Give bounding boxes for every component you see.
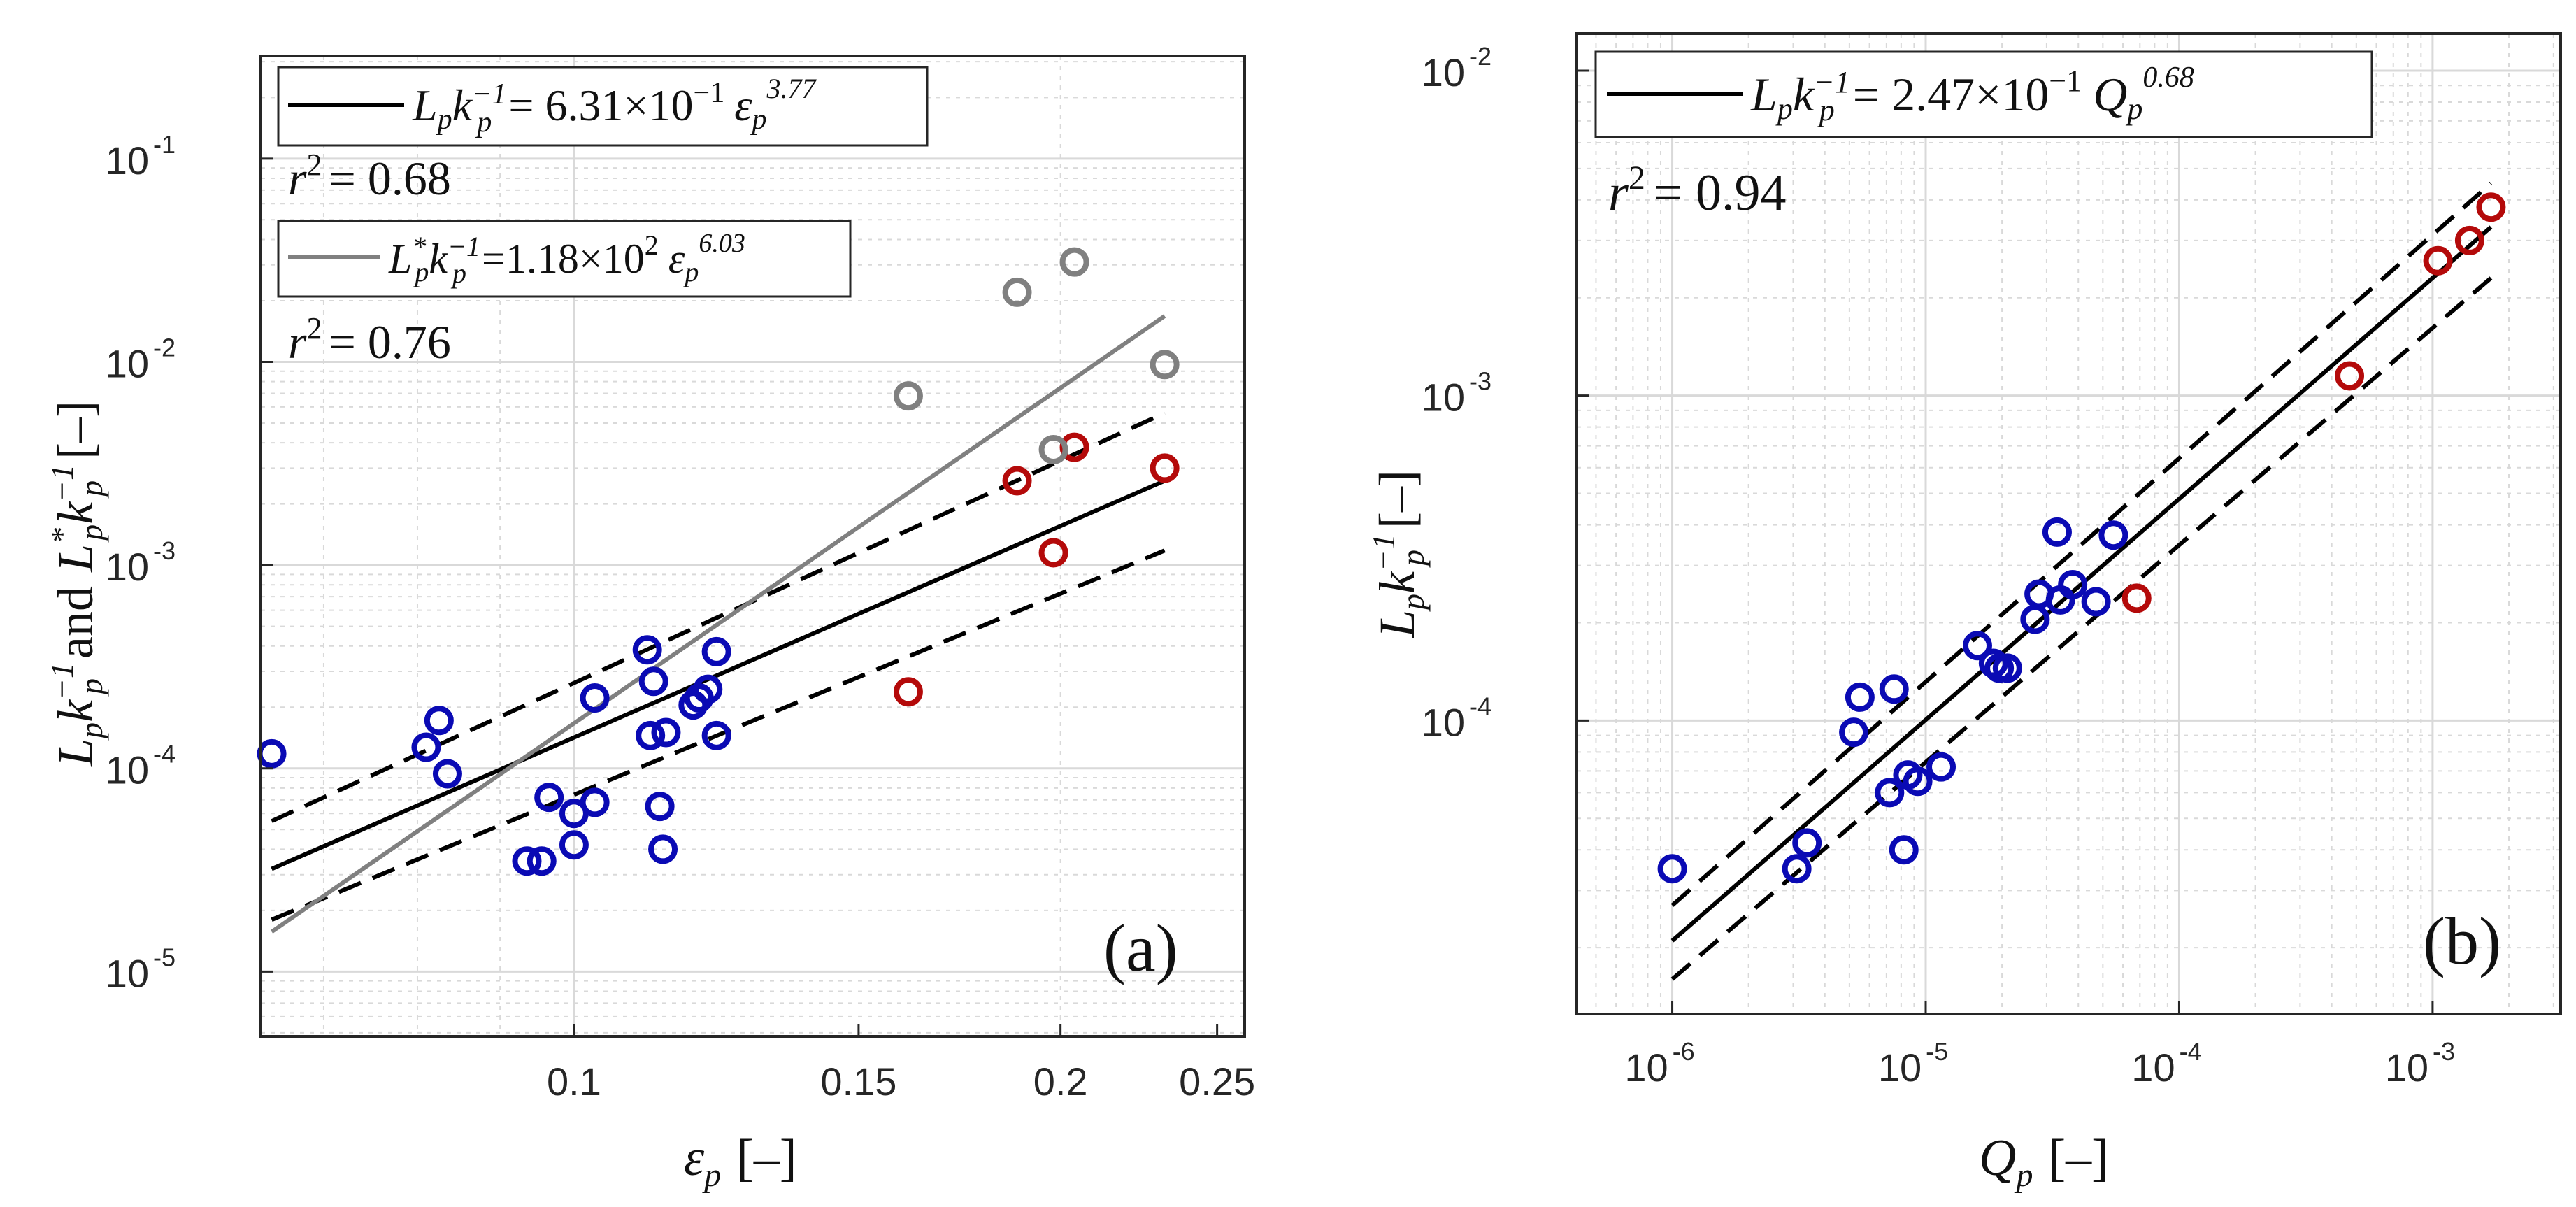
panel-b-point-red [2423, 245, 2453, 276]
panel-a-fit-lines [270, 314, 1166, 934]
panel-a: 0.1 0.15 0.2 0.25 10-5 10-4 10-3 10-2 10-1 Lpk−1… [44, 55, 1255, 1194]
legend-a-r2-fit: r2 = 0.68 [288, 148, 451, 205]
legend-b-r2-fit: r2 = 0.94 [1608, 159, 1787, 222]
panel-a-point-red [1038, 538, 1068, 568]
panel-b-point-blue [1845, 682, 1875, 712]
panel-b-point-blue [2058, 569, 2088, 599]
panel-b-ylabel: Lpk−1p[–] [1366, 470, 1431, 638]
panel-b-point-blue [2081, 587, 2111, 617]
panel-a-point-blue [527, 846, 557, 876]
panel-a-xlabel: εp [–] [684, 1129, 796, 1194]
panel-a-point-gray [1038, 434, 1068, 464]
panel-a-axes-box [259, 55, 1246, 1038]
panel-b-points [1657, 192, 2506, 884]
panel-b-ticks: 10 -6 10 -5 10 -4 10 -3 10 -4 10 -3 10 -2 [1422, 42, 2455, 1090]
panel-b-fit-lines [1670, 181, 2493, 981]
panel-a-ytick-label: 10 -2 [106, 333, 176, 385]
panel-a-point-blue [580, 787, 610, 817]
panel-a-line-ci_upper [271, 410, 1166, 823]
panel-b-point-red [2335, 361, 2365, 391]
panel-a-ytick-label: 10 -1 [106, 130, 176, 183]
panel-b-label: (b) [2423, 904, 2501, 978]
panel-a-ytick-label: 10 -4 [106, 740, 176, 792]
panel-b-point-blue [1992, 653, 2022, 683]
panel-b-point-blue [1875, 778, 1905, 808]
panel-a-xtick-label: 0.25 [1179, 1059, 1255, 1104]
panel-a-point-red [1002, 466, 1032, 496]
panel-a-point-blue [645, 792, 675, 822]
legend-b-equation-fit: Lpk−1 p = 2.47×10−1 Qp0.68 [1750, 62, 2194, 127]
panel-b-point-red [2476, 192, 2506, 222]
panel-b-point-blue [2042, 517, 2072, 547]
panel-a-point-blue [636, 720, 666, 750]
panel-a-point-red [1150, 453, 1180, 483]
legend-b-entry-fit: Lpk−1 p = 2.47×10−1 Qp0.68 [1594, 50, 2373, 138]
panel-b-point-blue [1962, 631, 1992, 661]
panel-a-point-gray [1150, 350, 1180, 380]
panel-a-line-fit [271, 478, 1166, 871]
panel-b-point-blue [1657, 854, 1687, 884]
panel-b-point-blue [1903, 766, 1933, 797]
panel-b-line-ci_upper [1670, 181, 2493, 907]
panel-a-ylabel: Lpk−1pandL*pk−1p[–] [44, 401, 109, 767]
panel-a-point-blue [559, 830, 589, 860]
panel-a-ytick-label: 10 -5 [106, 943, 176, 995]
panel-b-xlabel: Qp [–] [1979, 1129, 2109, 1194]
legend-a-r2-fit-star: r2 = 0.76 [288, 311, 451, 369]
panel-a-point-blue [651, 717, 681, 748]
panel-a-point-blue [432, 759, 462, 789]
panel-a-point-blue [638, 666, 668, 697]
panel-b-point-blue [1782, 854, 1812, 884]
panel-a-label: (a) [1103, 910, 1178, 985]
panel-a-point-blue [701, 720, 731, 750]
panel-a-point-blue [632, 635, 662, 665]
panel-a-line-ci_lower [271, 548, 1166, 922]
panel-a-line-fit_star [270, 314, 1166, 934]
panel-a-xtick-label: 0.15 [820, 1059, 896, 1104]
panel-a-ytick-label: 10 -3 [106, 536, 176, 589]
panel-a-point-blue [693, 674, 723, 704]
panel-a-xtick-label: 0.1 [547, 1059, 601, 1104]
panel-a-ticks: 0.1 0.15 0.2 0.25 10-5 10-4 10-3 10-2 10-1 [106, 130, 1255, 1104]
panel-b-point-blue [1839, 717, 1869, 748]
panel-a-point-blue [424, 706, 454, 736]
panel-a-point-gray [1002, 277, 1032, 307]
panel-a-point-red [893, 677, 923, 707]
panel-a-point-gray [1059, 247, 1089, 277]
panel-a-point-blue [512, 846, 542, 876]
legend-a-entry-fit-star: L* pk−1 p =1.18×102 εp6.03 [277, 220, 852, 298]
panel-b-xtick-label: 10 -5 [1878, 1037, 1948, 1090]
panel-a-point-blue [580, 683, 610, 713]
panel-b-line-fit [1670, 225, 2493, 943]
panel-b-ytick-label: 10 -3 [1422, 367, 1491, 420]
panel-b-ytick-label: 10 -2 [1422, 42, 1491, 94]
panel-b-point-blue [1879, 674, 1909, 704]
legend-a-equation-fit: Lpk−1 p = 6.31×10−1 εp3.77 [412, 73, 817, 138]
panel-a-point-blue [701, 636, 731, 666]
panel-b-point-blue [1792, 828, 1822, 858]
panel-a-point-gray [893, 381, 923, 411]
panel-b-axes-box [1575, 32, 2562, 1015]
legend-a-entry-fit: Lpk−1 p = 6.31×10−1 εp3.77 [277, 66, 929, 147]
panel-a-point-blue [648, 834, 678, 864]
panel-b: 10 -6 10 -5 10 -4 10 -3 10 -4 10 -3 10 -2 Lpk−1 p = 2.4… [1366, 32, 2562, 1194]
panel-a-xtick-label: 0.2 [1033, 1059, 1088, 1104]
panel-b-ytick-label: 10 -4 [1422, 692, 1491, 744]
panel-a-point-blue [534, 783, 564, 813]
panel-b-xtick-label: 10 -6 [1624, 1037, 1694, 1090]
panel-b-point-blue [1889, 835, 1919, 865]
panel-b-xtick-label: 10 -4 [2131, 1037, 2201, 1090]
panel-b-point-red [2454, 225, 2484, 255]
panel-b-point-red [2121, 583, 2152, 613]
panel-b-xtick-label: 10 -3 [2385, 1037, 2455, 1090]
legend-a-equation-fit-star: L* pk−1 p =1.18×102 εp6.03 [388, 229, 745, 289]
panel-b-point-blue [2098, 520, 2128, 550]
panel-b-point-blue [1926, 752, 1956, 782]
panel-a-point-blue [411, 732, 441, 762]
